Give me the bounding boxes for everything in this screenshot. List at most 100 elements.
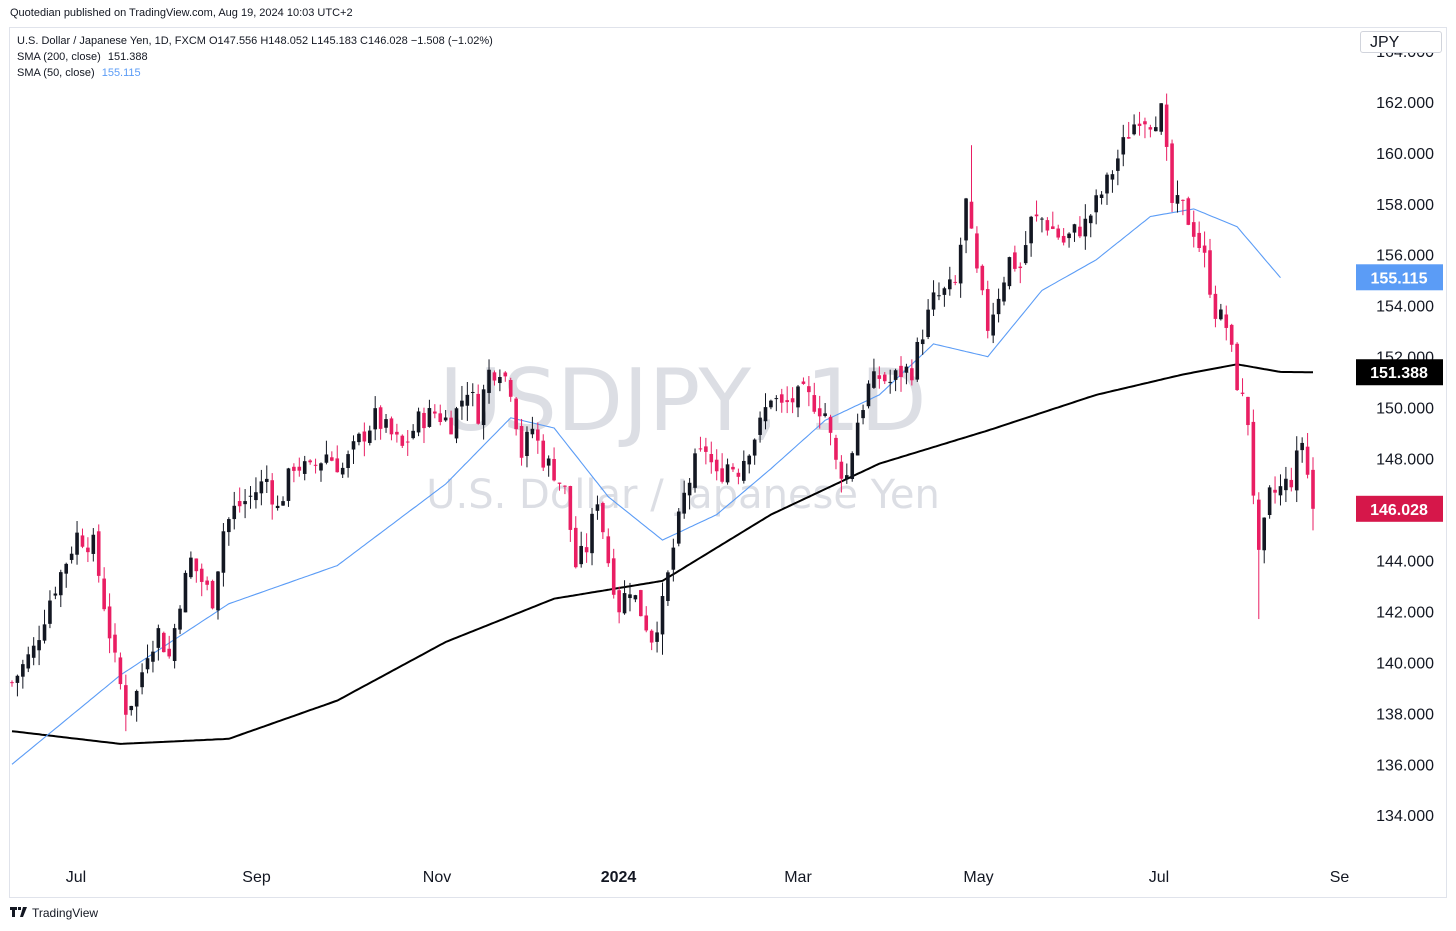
candle-body — [145, 658, 150, 670]
candle-body — [1078, 226, 1082, 237]
price-label-bg — [1356, 359, 1443, 386]
candle-body — [1197, 232, 1201, 248]
candle-body — [1208, 250, 1212, 295]
candle-body — [774, 398, 779, 400]
candle-body — [31, 645, 36, 658]
candle-body — [156, 628, 161, 648]
candle-body — [839, 461, 844, 479]
candle-body — [1246, 396, 1250, 426]
candle-body — [48, 600, 52, 624]
candle-body — [1137, 123, 1142, 126]
legend-main[interactable]: U.S. Dollar / Japanese Yen, 1D, FXCM O14… — [17, 35, 493, 47]
candle-body — [915, 341, 920, 380]
candle-body — [850, 453, 855, 479]
sma50-value: 155.115 — [101, 67, 141, 79]
publisher-line: Quotedian published on TradingView.com, … — [10, 7, 353, 19]
candle-body — [487, 369, 491, 393]
candle-body — [37, 640, 41, 651]
candle-body — [606, 536, 611, 564]
candle-body — [671, 547, 676, 570]
candle-body — [872, 371, 876, 388]
candle-body — [254, 492, 258, 501]
candle-body — [828, 416, 833, 433]
candle-body — [194, 558, 199, 572]
candle-body — [1278, 486, 1283, 496]
candle-body — [899, 365, 903, 378]
candle-body — [205, 580, 209, 585]
candle-body — [1143, 121, 1147, 125]
candle-body — [232, 505, 237, 520]
candle-body — [26, 654, 31, 669]
candle-body — [736, 472, 741, 477]
candle-body — [985, 289, 990, 331]
price-label-text: 146.028 — [1370, 502, 1428, 519]
candle-body — [622, 593, 627, 614]
candle-body — [845, 475, 849, 479]
legend-sma50[interactable]: SMA (50, close) 155.115 — [17, 65, 493, 81]
candle-body — [481, 389, 486, 426]
x-tick-label: Mar — [784, 869, 812, 886]
price-label-bg — [1356, 495, 1443, 522]
candle-body — [281, 501, 285, 506]
candle-body — [590, 513, 594, 554]
candle-body — [649, 630, 654, 643]
candle-body — [270, 480, 274, 505]
candle-body — [1148, 127, 1153, 130]
candle-body — [536, 429, 540, 441]
candle-body — [340, 467, 345, 475]
candle-body — [1289, 479, 1294, 488]
currency-button[interactable]: JPY — [1360, 31, 1442, 53]
candle-body — [942, 288, 947, 295]
candle-body — [15, 675, 20, 683]
candle-body — [1056, 228, 1061, 238]
candle-body — [330, 457, 334, 461]
candle-body — [86, 547, 90, 553]
candle-body — [920, 339, 925, 345]
plot-area[interactable] — [10, 93, 1315, 765]
legend-sma200[interactable]: SMA (200, close) 151.388 — [17, 49, 493, 65]
candle-body — [335, 458, 340, 473]
candle-body — [1002, 282, 1006, 302]
candle-body — [1116, 158, 1120, 171]
candle-body — [102, 578, 106, 610]
legend: U.S. Dollar / Japanese Yen, 1D, FXCM O14… — [17, 33, 493, 81]
candle-body — [10, 682, 14, 684]
candle-body — [758, 417, 762, 435]
candle-body — [628, 594, 632, 599]
price-axis[interactable]: 134.000 136.000 138.000 140.000 142.000 144.0… — [1376, 44, 1434, 825]
candle-body — [1034, 214, 1039, 217]
candle-body — [888, 381, 892, 383]
candle-body — [877, 375, 882, 379]
candle-body — [519, 425, 524, 458]
sma200-label: SMA (200, close) — [17, 51, 101, 63]
time-axis[interactable]: Jul Sep Nov 2024 Mar May Jul Se — [66, 869, 1350, 886]
candle-body — [823, 413, 827, 416]
candle-body — [1094, 195, 1098, 213]
candle-body — [1040, 218, 1044, 220]
sma200-line — [11, 363, 1313, 745]
sma200-layer — [11, 363, 1313, 745]
candle-body — [552, 458, 556, 481]
candle-body — [1018, 266, 1023, 269]
candle-body — [1088, 215, 1093, 224]
x-tick-label: Se — [1330, 869, 1350, 886]
candles-layer — [10, 93, 1315, 732]
candle-body — [1110, 174, 1115, 180]
candle-body — [1007, 257, 1012, 287]
candle-body — [1202, 245, 1207, 253]
candle-body — [1240, 392, 1245, 394]
candle-body — [514, 398, 518, 430]
candle-body — [199, 568, 204, 582]
candle-body — [546, 458, 551, 466]
chart-frame — [9, 27, 1447, 898]
candle-body — [248, 495, 253, 497]
candle-body — [926, 309, 930, 338]
candle-body — [1105, 174, 1109, 194]
candle-body — [389, 418, 394, 435]
candle-body — [400, 435, 405, 446]
footer-brand[interactable]: TradingView — [10, 906, 98, 920]
candle-body — [855, 422, 860, 456]
candle-body — [221, 531, 226, 573]
candle-body — [660, 596, 665, 635]
candle-body — [910, 368, 914, 381]
